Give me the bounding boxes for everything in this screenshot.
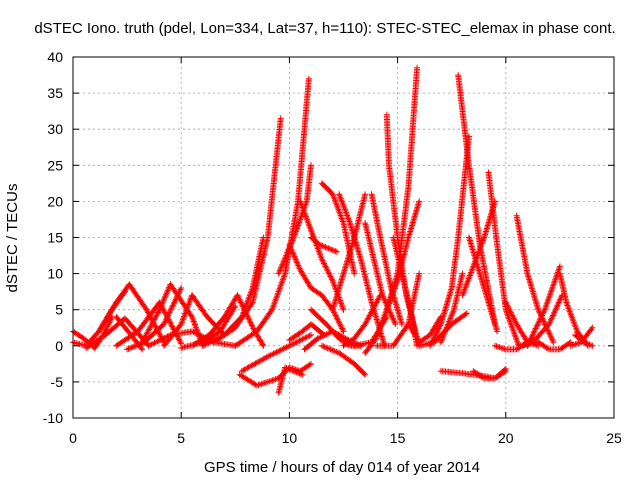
series-arc	[238, 332, 314, 375]
series-arc	[535, 339, 574, 353]
series-markers	[572, 332, 596, 349]
series-markers	[394, 64, 421, 277]
y-tick-label: 0	[55, 338, 63, 354]
series-arc	[275, 364, 306, 396]
series-markers	[189, 292, 241, 349]
series-arc	[459, 198, 498, 299]
x-axis-label: GPS time / hours of day 014 of year 2014	[204, 459, 480, 476]
series-markers	[318, 342, 369, 378]
y-tick-label: -10	[43, 410, 63, 426]
x-tick-label: 10	[282, 430, 298, 446]
series-markers	[210, 115, 284, 346]
series-arc	[470, 365, 509, 382]
series-arc	[466, 234, 501, 335]
series-markers	[275, 364, 306, 396]
x-tick-label: 0	[69, 430, 77, 446]
y-tick-label: 40	[47, 49, 63, 65]
x-tick-label: 15	[390, 430, 406, 446]
x-tick-label: 20	[498, 430, 514, 446]
series-markers	[466, 234, 501, 335]
x-tick-label: 5	[177, 430, 185, 446]
series-markers	[362, 220, 399, 328]
series-arc	[318, 342, 369, 378]
x-tick-label: 25	[606, 430, 622, 446]
y-tick-label: 30	[47, 121, 63, 137]
series-markers	[459, 198, 498, 299]
series-arc	[189, 292, 241, 349]
series-markers	[238, 332, 314, 375]
series-markers	[405, 313, 444, 346]
series-markers	[340, 292, 384, 349]
series-arc	[329, 191, 369, 313]
series-arc	[394, 64, 421, 277]
y-axis-label: dSTEC / TECUs	[4, 184, 21, 293]
series-arc	[524, 263, 563, 349]
chart-title: dSTEC Iono. truth (pdel, Lon=334, Lat=37…	[34, 20, 615, 37]
y-tick-label: -5	[51, 374, 64, 390]
series-arc	[210, 115, 284, 346]
y-tick-label: 15	[47, 230, 63, 246]
series-arc	[572, 332, 596, 349]
y-tick-label: 35	[47, 85, 63, 101]
series-markers	[437, 270, 466, 346]
y-tick-label: 10	[47, 266, 63, 282]
series-markers	[524, 263, 563, 349]
series-arc	[437, 270, 466, 346]
series-arc	[308, 234, 340, 255]
series-arc	[405, 313, 444, 346]
series-arc	[362, 220, 399, 328]
series-markers	[329, 191, 369, 313]
data-points	[70, 64, 596, 396]
series-markers	[308, 234, 340, 255]
y-tick-label: 25	[47, 157, 63, 173]
y-tick-label: 5	[55, 302, 63, 318]
series-markers	[470, 365, 509, 382]
series-arc	[340, 292, 384, 349]
x-axis-ticks: 0 5 10 15 20 25	[69, 57, 622, 446]
series-markers	[535, 339, 574, 353]
series-markers	[286, 321, 327, 343]
series-arc	[286, 321, 327, 343]
y-axis-ticks: -10 -5 0 5 10 15 20 25 30 35 40	[43, 49, 614, 426]
y-tick-label: 20	[47, 193, 63, 209]
